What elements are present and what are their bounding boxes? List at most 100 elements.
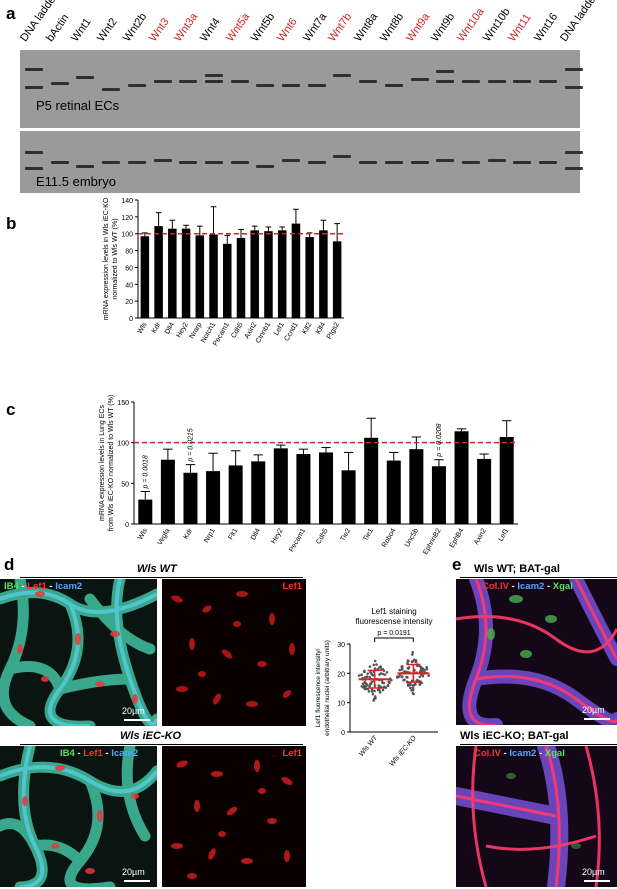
gel-lane-label: Wnt16 [532,11,561,45]
scatter-point [371,692,375,696]
y-tick-label: 0 [341,730,345,737]
panel-letter-d: d [4,555,15,574]
scatter-point [372,697,376,701]
gel-lane-label: Wnt1 [69,16,95,44]
y-tick-label: 20 [337,671,345,678]
bar [291,223,301,318]
y-tick-label: 100 [121,232,133,239]
scatter-point [381,681,384,685]
vessel-network-wt-merge [0,579,157,726]
scatter-point [400,675,404,678]
bar [409,449,424,524]
scatter-point [373,667,377,671]
gel-band [127,84,146,87]
gel-band [76,165,95,168]
scatter-point [364,687,368,691]
x-tick-label: Kdr [151,321,163,335]
scatter-point [361,682,365,686]
bar [341,470,356,524]
e-ko-title: Wls iEC-KO; BAT-gal [460,730,569,742]
y-axis-label: Lef1 fluorescence intensity/ [315,648,322,727]
y-tick-label: 140 [121,198,133,205]
panel-letter-c: c [6,400,16,419]
bar [195,235,205,318]
gel-band [230,161,249,164]
scatter-point [368,665,372,668]
gel-lane-label: Wnt7a [300,11,329,45]
bar [318,452,334,524]
panel-letter-a: a [6,4,16,23]
gel-lane-label: Wnt2 [95,16,120,44]
scatter-point [381,672,385,676]
x-tick-label: Dll4 [164,321,176,335]
scatter-point [372,663,376,667]
gel-band [25,151,43,154]
scatter-point [364,685,367,688]
y-axis-label: from Wls iEC-KO normalized to Wls WT (%) [108,395,115,531]
gel-band [230,80,249,83]
scale-label: 20µm [122,706,145,716]
gel-band [487,159,506,162]
gel-top-label: P5 retinal ECs [36,98,120,113]
gel-band [102,161,121,164]
micrograph-e-wt: Col.IV - Icam2 - Xgal 20µm [456,579,617,725]
gel-band [204,161,223,164]
x-tick-label: Tie1 [362,527,375,542]
scatter-point [368,684,371,688]
scatter-point [369,682,373,685]
scatter-point [378,691,382,694]
gel-band [25,68,43,71]
bar [206,471,221,524]
bar [305,237,314,318]
x-tick-label: Ccnd1 [283,321,299,342]
wt-title: Wls WT [137,563,177,575]
x-tick-label: Wls iEC-KO [389,734,419,768]
scatter-point [414,683,417,686]
scatter-point [407,659,410,663]
bar-chart-c: 0 50 100 150 mRNA expression levels in Lung … [99,395,518,556]
micrograph-ko-merge: IB4 - Lef1 - Icam2 20µm [0,746,157,887]
x-tick-label: Unc5b [404,527,420,548]
scatter-point [412,692,415,696]
gel-band [204,74,223,77]
y-axis-label: mRNA expression levels in Wls iEC-KO [103,197,110,320]
gel-band [256,165,275,168]
bar [140,236,150,318]
gel-band [282,159,300,162]
x-tick-label: Hey2 [270,527,284,545]
scatter-point [407,684,410,688]
gel-band [282,84,300,87]
bar [477,458,492,524]
gel-band [564,86,583,89]
gel-band [436,80,455,83]
scatter-title: Lef1 staining [371,607,416,616]
gel-band [153,159,172,162]
vessel-network-e-ko [456,746,617,887]
bar [264,231,273,318]
gel-band [384,84,403,87]
gel-band [359,80,378,83]
scatter-point [373,659,377,663]
gel-lane-label: Wnt9b [429,11,458,45]
scatter-point [363,680,367,684]
x-tick-label: EphB4 [449,527,466,549]
gel-band [461,161,480,164]
y-tick-label: 50 [121,481,129,488]
scale-label: 20µm [582,867,605,877]
gel-top [20,50,583,128]
bar [168,228,177,318]
y-tick-label: 120 [121,215,133,222]
scatter-point [400,668,404,671]
scatter-point [418,683,422,686]
gel-band [333,74,352,77]
scatter-point [367,690,371,693]
y-axis-label: normalized to Wls WT (%) [112,218,119,299]
bar [386,460,401,524]
gel-band [461,80,480,83]
y-tick-label: 100 [117,441,129,448]
x-tick-label: Lef1 [273,321,286,336]
p-value-annotation: p = 0.0208 [436,423,443,457]
micrograph-wt-lef1: Lef1 [162,579,306,726]
x-tick-label: EphrinB2 [422,527,443,556]
